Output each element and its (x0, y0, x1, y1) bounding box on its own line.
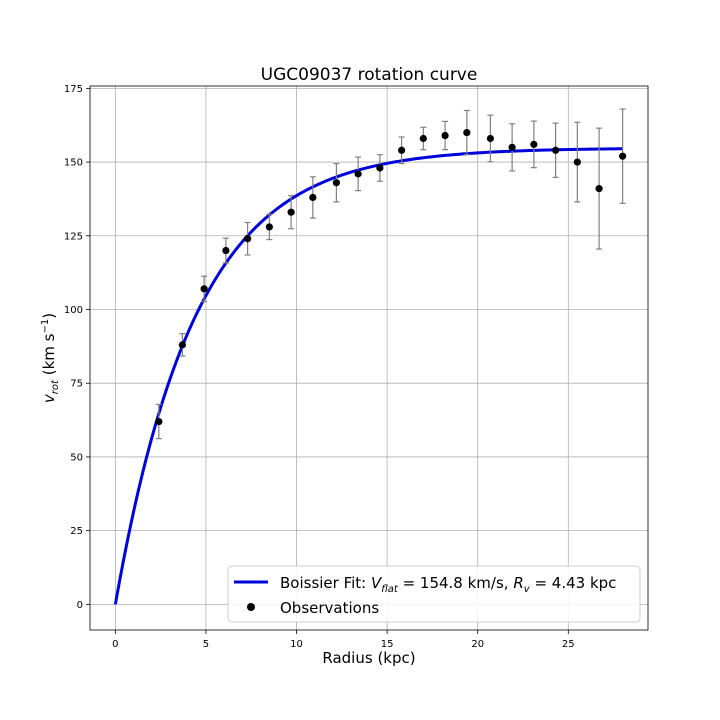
observation-point (287, 195, 295, 230)
observation-marker (200, 285, 208, 293)
x-tick-label: 5 (203, 639, 209, 650)
observation-point (178, 333, 186, 357)
observation-point (595, 127, 603, 250)
observation-marker (354, 170, 362, 178)
observation-marker (463, 128, 471, 137)
observation-marker (155, 417, 163, 426)
observation-marker (486, 134, 494, 143)
x-tick-label: 10 (290, 639, 303, 650)
legend-observations-label: Observations (280, 599, 379, 617)
legend-fit-label: Boissier Fit: Vflat = 154.8 km/s, Rv = 4… (280, 574, 616, 595)
observation-point (332, 162, 340, 203)
plot-frame (89, 85, 649, 631)
observation-marker (441, 131, 449, 140)
observation-marker (595, 185, 603, 193)
observation-point (573, 121, 581, 203)
observation-point (486, 114, 494, 163)
observation-point (463, 109, 471, 156)
chart-title: UGC09037 rotation curve (261, 65, 478, 85)
observation-marker (178, 341, 186, 349)
observation-point (155, 403, 163, 440)
observation-point (508, 123, 516, 172)
y-tick-label: 150 (64, 158, 83, 169)
observation-point (354, 156, 362, 192)
boissier-fit-line (113, 147, 623, 605)
y-tick-label: 0 (77, 600, 83, 611)
x-tick-label: 25 (562, 639, 575, 650)
y-tick-label: 125 (64, 231, 83, 242)
observation-marker (619, 152, 627, 160)
observation-point (530, 120, 538, 169)
observation-point (222, 237, 230, 264)
observation-marker (309, 193, 317, 202)
observation-point (398, 136, 406, 165)
observation-point (619, 108, 627, 204)
y-axis-label: vrot (km s−1) (40, 313, 61, 403)
axis-ticks: 0 5 10 15 20 25 0 25 50 75 100 125 150 175 (64, 84, 575, 650)
observation-point (552, 122, 560, 179)
y-tick-label: 175 (64, 84, 83, 95)
observation-marker (222, 246, 230, 255)
y-tick-label: 50 (70, 452, 83, 463)
observation-marker (552, 146, 560, 154)
observation-point (441, 120, 449, 151)
observation-marker (287, 208, 295, 216)
observation-point (309, 176, 317, 219)
observation-marker (244, 235, 252, 243)
observation-marker (376, 164, 384, 172)
observation-point (200, 275, 208, 303)
observation-marker (332, 179, 340, 187)
x-tick-label: 20 (471, 639, 484, 650)
observation-point (244, 221, 252, 256)
x-axis-label: Radius (kpc) (322, 649, 415, 667)
observation-point (265, 213, 273, 241)
observation-marker (398, 146, 406, 154)
observation-point (419, 126, 427, 151)
observation-marker (265, 223, 273, 231)
x-tick-label: 15 (381, 639, 394, 650)
y-tick-label: 100 (64, 305, 83, 316)
x-tick-label: 0 (112, 639, 118, 650)
observation-marker (530, 140, 538, 148)
observation-marker (573, 158, 581, 166)
legend-observations-swatch (247, 603, 255, 611)
plot-area (113, 108, 627, 605)
legend-box (227, 565, 641, 623)
observation-marker (508, 143, 516, 151)
grid-lines (90, 86, 648, 630)
legend: Boissier Fit: Vflat = 154.8 km/s, Rv = 4… (227, 565, 641, 623)
observation-point (376, 154, 384, 182)
observation-marker (419, 134, 427, 143)
y-tick-label: 75 (70, 379, 83, 390)
y-tick-label: 25 (70, 526, 83, 537)
